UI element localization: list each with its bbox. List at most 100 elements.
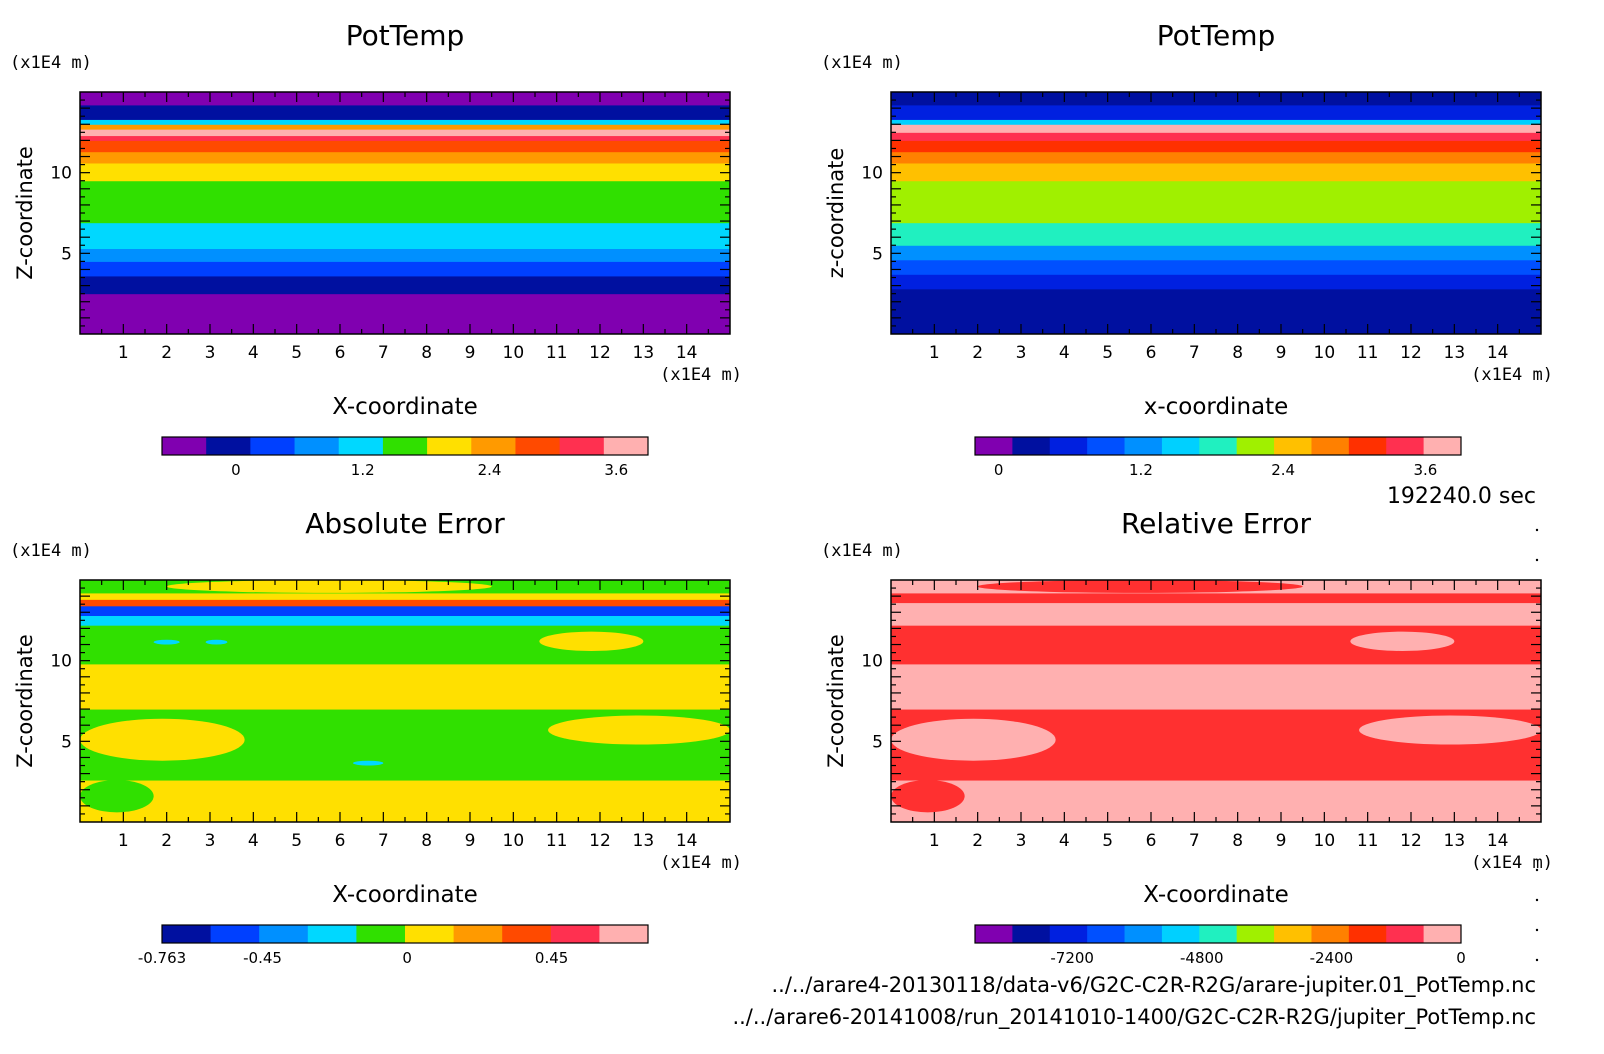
colorbar-swatch	[1236, 925, 1275, 943]
x-tick-label: 8	[1232, 831, 1243, 851]
x-tick-label: 4	[1059, 343, 1070, 363]
contour-band	[80, 614, 730, 626]
colorbar-swatch	[427, 437, 472, 455]
x-tick-label: 7	[378, 831, 389, 851]
colorbar-swatch	[338, 437, 384, 455]
x-axis-label: X-coordinate	[332, 394, 478, 420]
x-tick-label: 11	[1357, 343, 1379, 363]
colorbar-swatch	[550, 925, 600, 943]
x-tick-label: 6	[1146, 831, 1157, 851]
y-tick-label: 5	[872, 244, 883, 264]
x-tick-label: 13	[1444, 343, 1466, 363]
colorbar-swatch	[1274, 925, 1312, 943]
x-tick-label: 4	[248, 831, 259, 851]
x-unit-label: (x1E4 m)	[1471, 853, 1553, 873]
colorbar-swatch	[1087, 925, 1126, 943]
chart-panel-2: PotTemp (x1E4 m) (x1E4 m) x-coordinate z-coo…	[821, 19, 1553, 479]
x-tick-label: 3	[1016, 343, 1027, 363]
colorbar-tick-label: 0	[1456, 949, 1466, 967]
x-tick-label: 10	[503, 831, 525, 851]
contour-field	[891, 580, 1541, 822]
colorbar-tick-label: 1.2	[1129, 461, 1153, 479]
colorbar-tick-label: 3.6	[604, 461, 628, 479]
contour-band	[891, 151, 1541, 164]
x-tick-label: 14	[1487, 831, 1509, 851]
chart-panel-3: Absolute Error (x1E4 m) (x1E4 m) X-coordina…	[10, 507, 742, 967]
x-tick-label: 3	[205, 831, 216, 851]
x-tick-label: 2	[161, 831, 172, 851]
contour-band	[80, 663, 730, 710]
x-tick-label: 3	[1016, 831, 1027, 851]
x-tick-label: 13	[633, 831, 655, 851]
edge-dot	[1535, 958, 1539, 962]
edge-dot	[1535, 558, 1539, 562]
colorbar-tick-label: 0.45	[535, 949, 568, 967]
x-tick-label: 5	[1102, 343, 1113, 363]
contour-patch	[158, 784, 262, 818]
x-tick-label: 8	[1232, 343, 1243, 363]
colorbar-swatch	[1311, 925, 1350, 943]
contour-patch	[548, 715, 730, 745]
x-tick-label: 7	[1189, 831, 1200, 851]
contour-patch	[153, 639, 180, 645]
contour-band	[891, 131, 1541, 141]
contour-patch	[80, 718, 245, 761]
x-tick-label: 6	[335, 831, 346, 851]
contour-patch	[539, 631, 644, 651]
x-tick-label: 6	[1146, 343, 1157, 363]
contour-band	[80, 123, 730, 130]
colorbar-swatch	[1199, 925, 1238, 943]
edge-marks	[1535, 528, 1539, 962]
x-tick-label: 1	[929, 831, 940, 851]
colorbar-swatch	[206, 437, 251, 455]
y-tick-label: 5	[872, 732, 883, 752]
contour-band	[891, 104, 1541, 120]
contour-band	[891, 123, 1541, 133]
colorbar-swatch	[259, 925, 309, 943]
x-tick-label: 12	[589, 831, 611, 851]
contour-band	[80, 598, 730, 607]
colorbar-swatch	[1049, 925, 1088, 943]
edge-dot	[1535, 898, 1539, 902]
contour-band	[891, 288, 1541, 334]
contour-field	[80, 92, 730, 334]
contour-band	[891, 139, 1541, 153]
contour-band	[891, 273, 1541, 290]
x-tick-label: 12	[1400, 831, 1422, 851]
colorbar-swatch	[1161, 437, 1200, 455]
colorbar-frame	[161, 436, 649, 456]
contour-band	[80, 592, 730, 600]
x-tick-label: 11	[1357, 831, 1379, 851]
colorbar-tick-label: -0.45	[243, 949, 282, 967]
contour-patch	[891, 718, 1056, 761]
contour-patch	[891, 780, 965, 813]
colorbar-swatch	[250, 437, 296, 455]
colorbar-swatch	[1012, 437, 1051, 455]
contour-band	[891, 162, 1541, 182]
x-tick-label: 11	[546, 831, 568, 851]
contour-patch	[1419, 786, 1481, 818]
contour-band	[80, 605, 730, 616]
x-tick-label: 4	[1059, 831, 1070, 851]
x-unit-label: (x1E4 m)	[660, 853, 742, 873]
colorbar-swatch	[1012, 925, 1051, 943]
colorbar-swatch	[162, 925, 212, 943]
chart-title: Absolute Error	[305, 507, 505, 540]
colorbar-swatch	[975, 437, 1013, 455]
y-tick-label: 10	[50, 164, 72, 184]
colorbar-swatch	[515, 437, 561, 455]
x-tick-label: 8	[421, 343, 432, 363]
contour-patch	[1359, 715, 1541, 745]
contour-band	[80, 293, 730, 334]
x-tick-label: 14	[676, 831, 698, 851]
chart-title: PotTemp	[1157, 19, 1276, 52]
colorbar-swatch	[1311, 437, 1350, 455]
colorbar-swatch	[210, 925, 260, 943]
contour-band	[80, 180, 730, 224]
footer-file1: ../../arare4-20130118/data-v6/G2C-C2R-R2…	[771, 973, 1536, 998]
x-tick-label: 1	[118, 831, 129, 851]
colorbar-tick-label: 2.4	[1271, 461, 1295, 479]
x-tick-label: 12	[1400, 343, 1422, 363]
colorbar-tick-label: 1.2	[351, 461, 375, 479]
x-tick-label: 4	[248, 343, 259, 363]
